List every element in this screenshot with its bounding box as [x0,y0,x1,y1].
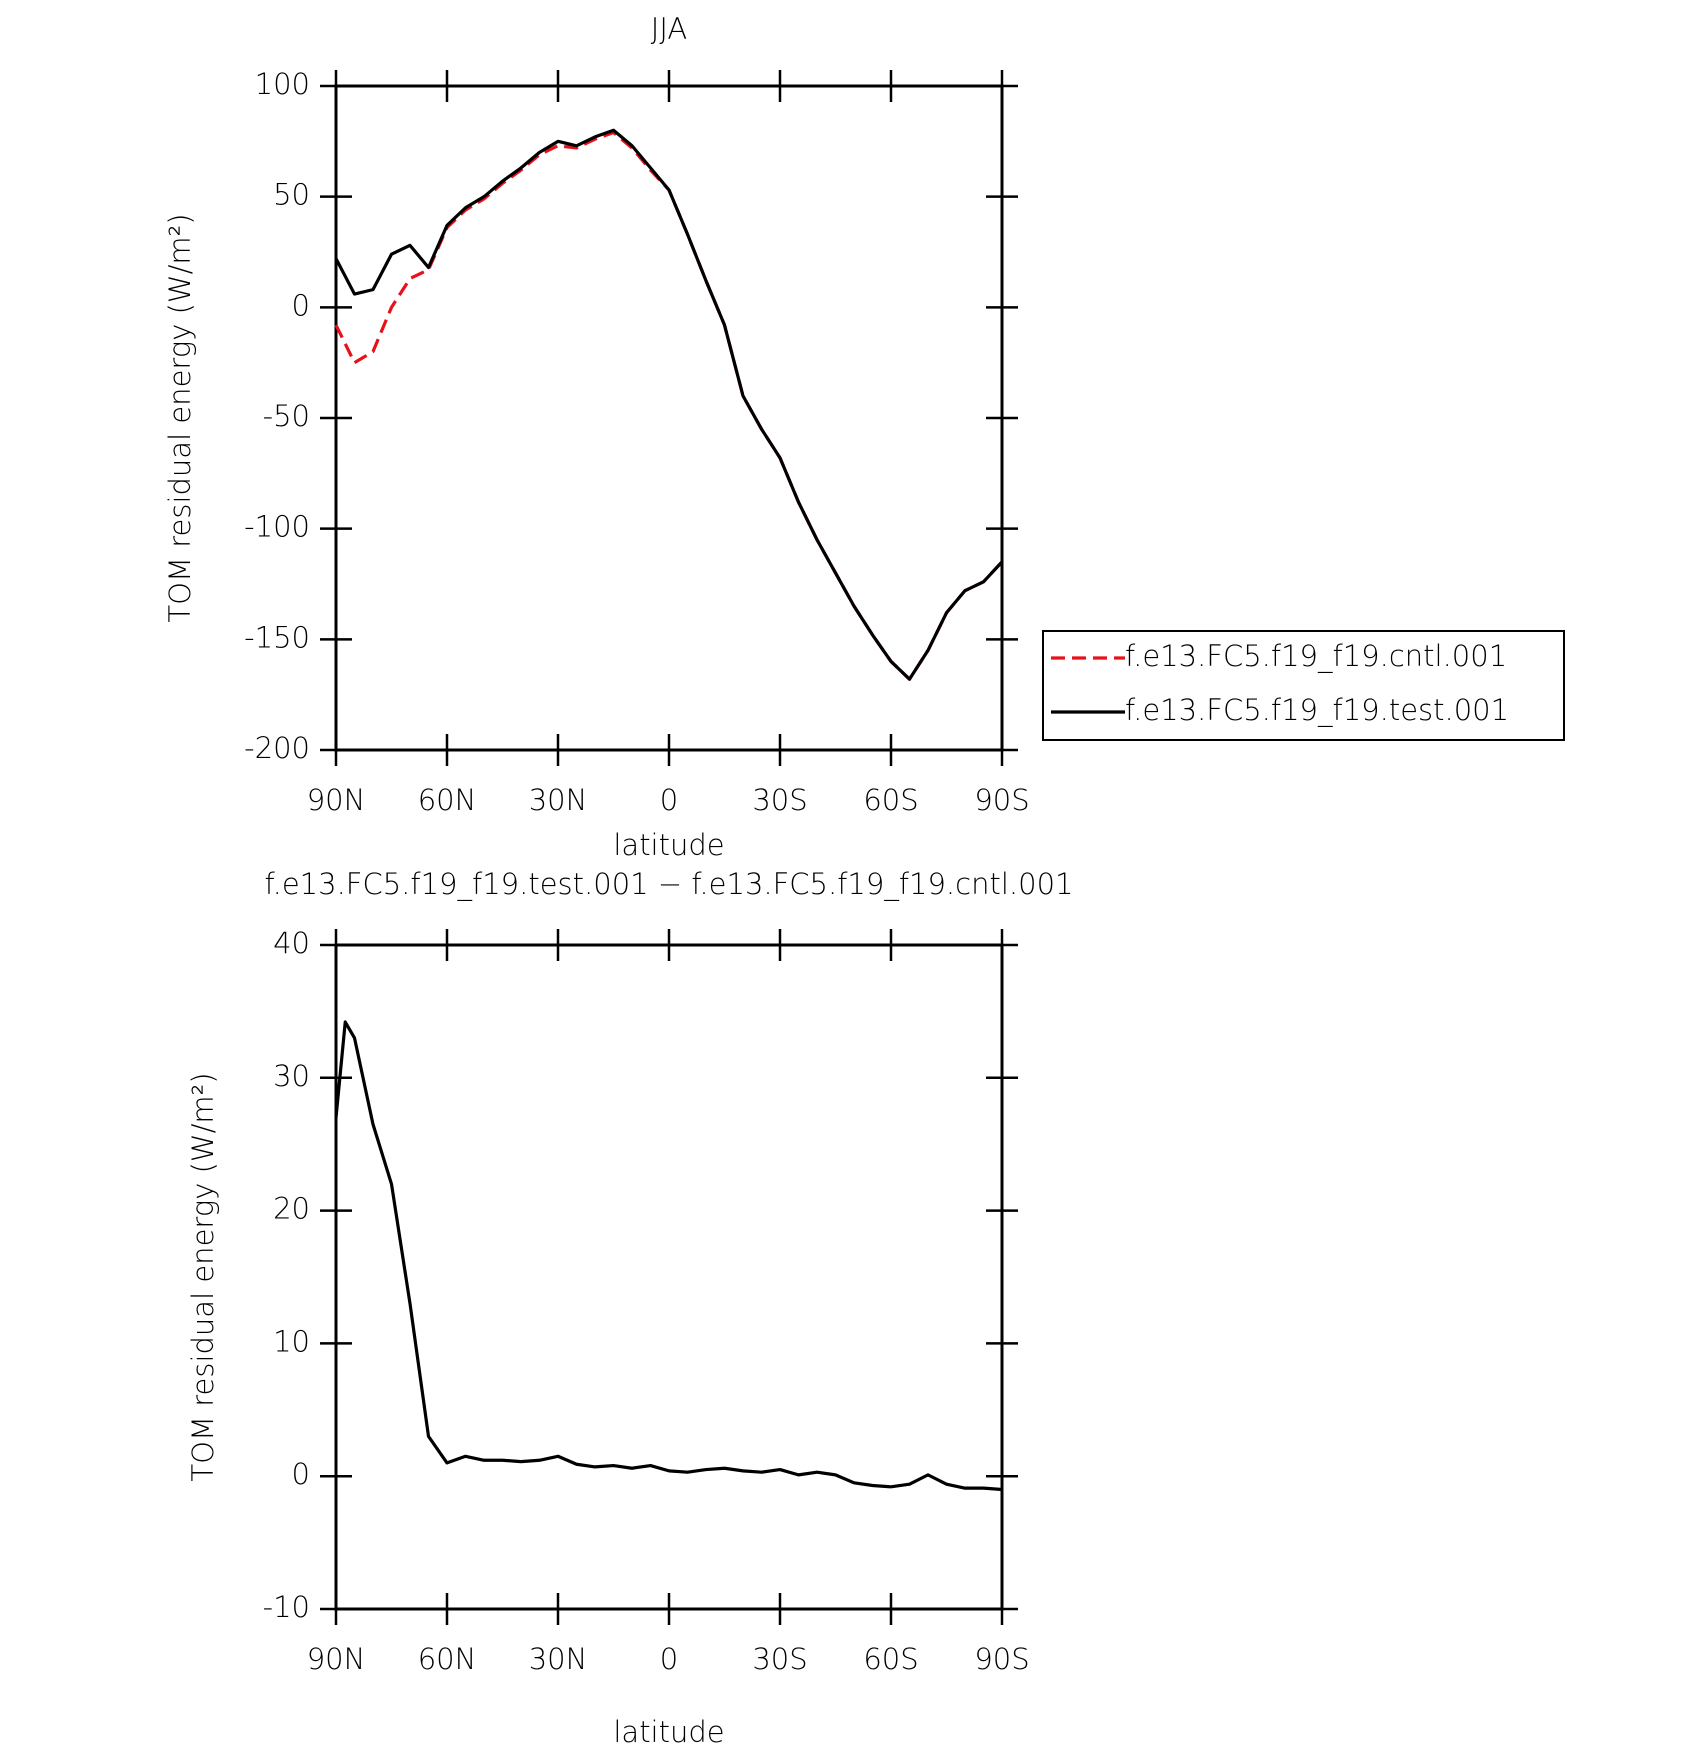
data-line [334,130,1004,681]
x-tick-label: 90S [974,783,1029,817]
x-tick-label: 60S [863,1642,918,1676]
y-tick-label: -10 [263,1590,310,1624]
x-tick-label: 60N [418,783,477,817]
data-line [334,128,1004,681]
y-tick-label: 0 [292,288,310,322]
x-tick-label: 90N [307,783,366,817]
x-tick-label: 30N [529,783,588,817]
plot-frame [334,943,1004,1611]
legend-box [1042,630,1565,741]
chart-title: JJA [651,12,687,46]
x-axis-label: latitude [613,828,724,862]
y-tick-label: 20 [273,1192,310,1226]
x-tick-label: 60N [418,1642,477,1676]
x-tick-label: 60S [863,783,918,817]
y-tick-label: 50 [273,178,310,212]
y-tick-label: -200 [244,731,310,765]
plot-frame [334,84,1004,752]
chart-title: f.e13.FC5.f19_f19.test.001 − f.e13.FC5.f… [265,867,1074,902]
y-tick-label: 100 [255,67,310,101]
data-line [334,1020,1003,1492]
x-tick-label: 30S [752,1642,807,1676]
x-tick-label: 30N [529,1642,588,1676]
legend: f.e13.FC5.f19_f19.cntl.001 f.e13.FC5.f19_… [1042,630,1565,741]
legend-label: f.e13.FC5.f19_f19.cntl.001 [1125,639,1507,674]
y-axis-label: TOM residual energy (W/m²) [163,213,197,622]
y-tick-label: -50 [263,399,310,433]
x-tick-label: 30S [752,783,807,817]
y-axis-label: TOM residual energy (W/m²) [186,1072,220,1481]
y-tick-label: -100 [244,510,310,544]
x-axis-label: latitude [613,1715,724,1747]
x-tick-label: 0 [660,783,678,817]
legend-label: f.e13.FC5.f19_f19.test.001 [1125,693,1509,728]
y-tick-label: -150 [244,620,310,654]
y-tick-label: 10 [273,1324,310,1358]
y-tick-label: 30 [273,1059,310,1093]
y-tick-label: 40 [273,926,310,960]
x-tick-label: 0 [660,1642,678,1676]
x-tick-label: 90N [307,1642,366,1676]
x-tick-label: 90S [974,1642,1029,1676]
y-tick-label: 0 [292,1457,310,1491]
